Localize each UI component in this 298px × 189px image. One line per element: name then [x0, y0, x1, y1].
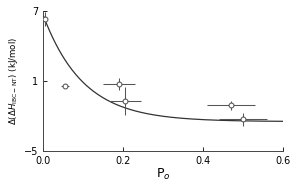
- Y-axis label: $\Delta(\Delta H_{\rm IBC-NT})$ (kJ/mol): $\Delta(\Delta H_{\rm IBC-NT})$ (kJ/mol): [7, 37, 20, 125]
- X-axis label: P$_o$: P$_o$: [156, 167, 171, 182]
